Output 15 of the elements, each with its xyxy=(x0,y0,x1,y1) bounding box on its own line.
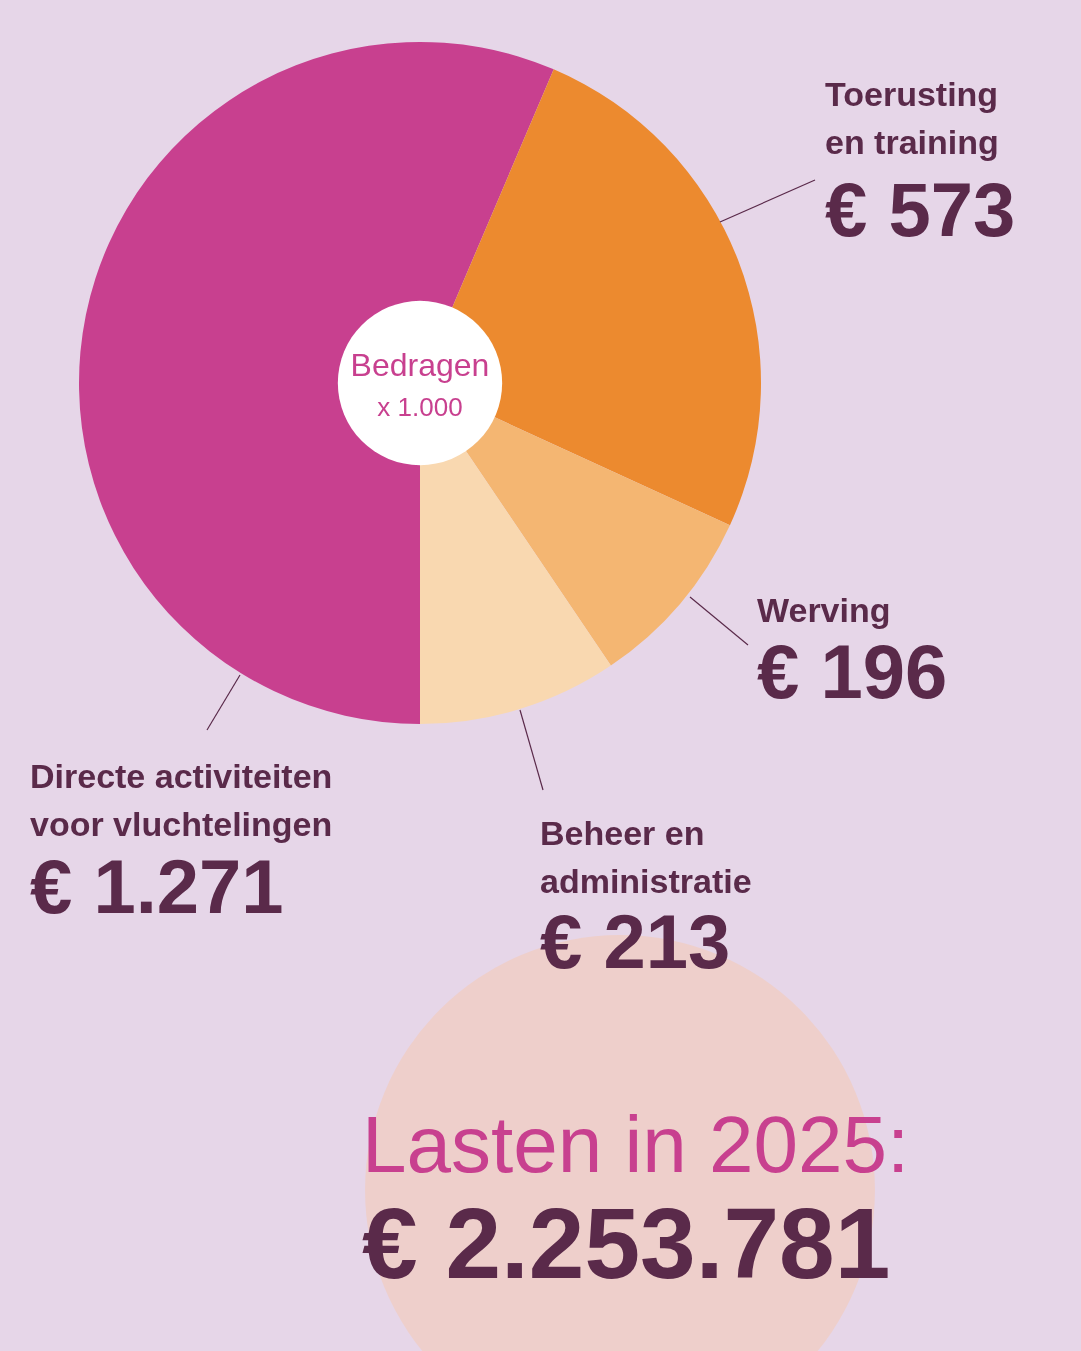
donut-slice xyxy=(79,42,554,724)
data-label: € 213 xyxy=(540,899,731,984)
text: € 2.253.781 xyxy=(362,1187,891,1299)
slice-label: Directe activiteiten voor vluchtelingen xyxy=(30,757,333,843)
data-label: € 196 xyxy=(757,629,948,714)
donut-slice xyxy=(464,416,730,666)
data-label: € 1.271 xyxy=(30,844,284,929)
slice-label: Beheer en administratie xyxy=(540,814,752,900)
text: Lasten in 2025: xyxy=(362,1100,910,1189)
text: x 1.000 xyxy=(377,392,463,422)
slice-label: Werving xyxy=(757,591,891,629)
data-label: € 573 xyxy=(825,167,1016,252)
donut-slice xyxy=(420,449,611,724)
slice-label: Toerusting en training xyxy=(825,75,999,161)
text: Bedragen xyxy=(350,347,490,383)
